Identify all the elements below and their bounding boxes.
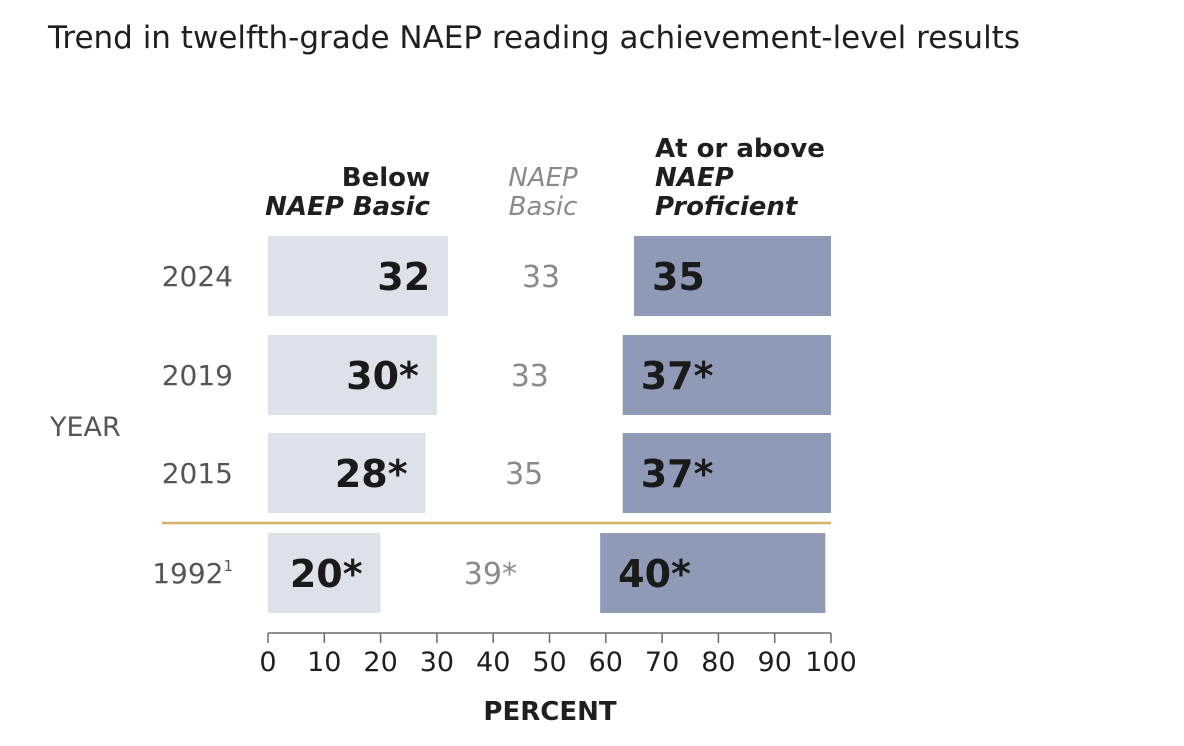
year-label-2024: 2024: [162, 260, 233, 293]
data-label-2019-series-0: 30*: [346, 354, 419, 398]
x-tick-label-20: 20: [363, 647, 397, 678]
series-header-2-line-0: At or above: [655, 134, 825, 164]
data-label-1992-series-0: 20*: [290, 552, 363, 596]
year-footnote-marker: 1: [223, 557, 233, 575]
data-label-2024-series-0: 32: [377, 255, 430, 299]
data-label-1992-series-1: 39*: [464, 557, 517, 592]
bar-segment-2015-series-0: [268, 433, 426, 513]
year-label-text: 2024: [162, 260, 233, 293]
x-tick-label-70: 70: [645, 647, 679, 678]
bar-segment-1992-series-1: [380, 533, 601, 613]
x-tick-label-30: 30: [420, 647, 454, 678]
data-label-2024-series-2: 35: [652, 255, 705, 299]
x-tick-label-80: 80: [701, 647, 735, 678]
series-header-0-line-0: Below: [342, 163, 430, 193]
x-tick-label-50: 50: [532, 647, 566, 678]
bar-segment-2019-series-0: [268, 335, 437, 415]
year-label-text: 1992: [152, 557, 223, 590]
year-label-text: 2019: [162, 359, 233, 392]
x-tick-label-0: 0: [259, 647, 276, 678]
data-label-2015-series-0: 28*: [335, 452, 408, 496]
data-label-2024-series-1: 33: [522, 260, 560, 295]
year-label-2015: 2015: [162, 457, 233, 490]
bar-segment-2024-series-2: [633, 236, 831, 316]
data-label-2015-series-2: 37*: [641, 452, 714, 496]
year-label-text: 2015: [162, 457, 233, 490]
x-axis-title: PERCENT: [483, 697, 616, 727]
data-label-2015-series-1: 35: [505, 457, 543, 492]
bar-segment-2015-series-2: [622, 433, 831, 513]
x-tick-label-100: 100: [805, 647, 857, 678]
series-header-1-line-1: Basic: [509, 192, 578, 222]
data-label-2019-series-2: 37*: [641, 354, 714, 398]
bar-row-2015: 2015 28* 35 37*: [162, 433, 831, 513]
bar-row-2019: 2019 30* 33 37*: [162, 335, 831, 415]
x-tick-label-10: 10: [307, 647, 341, 678]
data-label-2019-series-1: 33: [511, 359, 549, 394]
data-label-1992-series-2: 40*: [618, 552, 691, 596]
y-axis-title: YEAR: [49, 412, 121, 443]
bar-row-1992: 19921 20* 39* 40*: [152, 533, 826, 613]
bar-rows: 2024 32 33 35 2019 30* 33 37* 2015 28* 35 37* 19921 2…: [152, 236, 831, 613]
bar-segment-1992-series-0: [268, 533, 381, 613]
x-axis: 0 10 20 30 40 50 60 70 80 90 100: [259, 632, 857, 678]
bar-segment-2019-series-1: [436, 335, 623, 415]
series-header-0-line-1: NAEP Basic: [265, 192, 431, 222]
bar-segment-2019-series-2: [622, 335, 831, 415]
x-tick-label-90: 90: [758, 647, 792, 678]
x-tick-label-40: 40: [476, 647, 510, 678]
bar-segment-2024-series-0: [268, 236, 449, 316]
bar-segment-2024-series-1: [448, 236, 634, 316]
bar-segment-1992-series-2: [600, 533, 826, 613]
bar-row-2024: 2024 32 33 35: [162, 236, 831, 316]
x-tick-label-60: 60: [589, 647, 623, 678]
chart-title: Trend in twelfth-grade NAEP reading achi…: [47, 20, 1020, 56]
series-header-2-line-2: Proficient: [655, 192, 799, 222]
series-header-2-line-1: NAEP: [655, 163, 734, 193]
bar-segment-2015-series-1: [425, 433, 623, 513]
year-label-2019: 2019: [162, 359, 233, 392]
year-label-1992: 19921: [152, 557, 233, 590]
series-header-1-line-0: NAEP: [508, 163, 578, 193]
